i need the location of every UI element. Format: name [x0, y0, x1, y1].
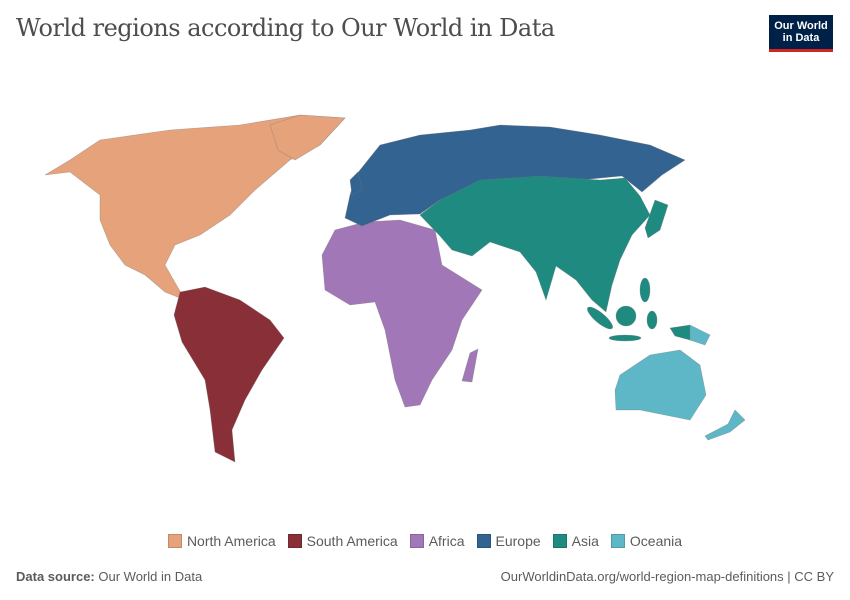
legend-item-asia[interactable]: Asia [552, 533, 599, 549]
legend-item-europe[interactable]: Europe [476, 533, 541, 549]
logo-line2: in Data [782, 32, 820, 44]
legend-swatch [552, 534, 567, 548]
legend-item-africa[interactable]: Africa [409, 533, 465, 549]
region-south-america[interactable] [173, 286, 285, 463]
region-europe-uk[interactable] [349, 171, 363, 196]
region-asia-philippines[interactable] [639, 277, 651, 303]
region-oceania-png[interactable] [689, 324, 711, 346]
region-africa-madagascar[interactable] [461, 348, 479, 383]
legend-label: South America [306, 533, 398, 549]
owid-logo[interactable]: Our World in Data [769, 15, 833, 52]
legend-item-south-america[interactable]: South America [287, 533, 398, 549]
legend: North America South America Africa Europ… [0, 533, 850, 549]
legend-label: Asia [571, 533, 599, 549]
legend-label: Europe [495, 533, 541, 549]
legend-label: Oceania [629, 533, 683, 549]
region-africa[interactable] [321, 219, 483, 408]
legend-swatch [610, 534, 625, 548]
world-map [44, 114, 746, 463]
legend-swatch [287, 534, 302, 548]
region-oceania-new-zealand[interactable] [704, 409, 746, 441]
legend-item-north-america[interactable]: North America [167, 533, 276, 549]
legend-label: North America [186, 533, 276, 549]
data-source: Data source: Our World in Data [16, 569, 202, 584]
legend-swatch [167, 534, 182, 548]
region-asia-borneo[interactable] [615, 305, 637, 327]
legend-swatch [409, 534, 424, 548]
legend-swatch [476, 534, 491, 548]
region-asia-japan[interactable] [644, 199, 669, 239]
page-title: World regions according to Our World in … [16, 14, 555, 42]
legend-item-oceania[interactable]: Oceania [610, 533, 683, 549]
region-asia[interactable] [419, 175, 651, 313]
region-asia-java[interactable] [608, 334, 642, 342]
region-asia-sumatra[interactable] [585, 304, 616, 332]
source-link[interactable]: OurWorldinData.org/world-region-map-defi… [500, 569, 834, 584]
region-north-america-greenland[interactable] [269, 114, 346, 161]
region-asia-new-guinea-west[interactable] [669, 324, 691, 341]
data-source-value: Our World in Data [98, 569, 203, 584]
legend-label: Africa [428, 533, 465, 549]
data-source-label: Data source: [16, 569, 95, 584]
region-north-america[interactable] [44, 114, 346, 301]
region-oceania-australia[interactable] [614, 349, 707, 421]
logo-line1: Our World [774, 20, 828, 32]
region-asia-sulawesi[interactable] [646, 310, 658, 330]
